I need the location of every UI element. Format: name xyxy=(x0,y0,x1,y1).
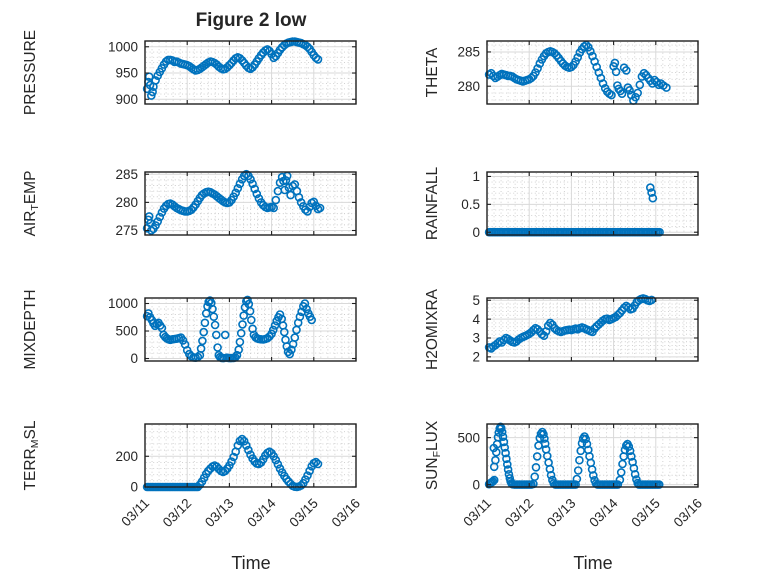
minor-grid xyxy=(488,173,697,234)
figure-title: Figure 2 low xyxy=(195,10,307,31)
scatter-points-SUN_FLUX xyxy=(484,422,664,489)
y-tick-label: 1 xyxy=(472,169,480,184)
subplot-MIXDEPTH: 0 500 1000 MIXDEPTH xyxy=(22,289,357,370)
y-tick-label: 200 xyxy=(115,449,138,464)
y-tick-label: 1000 xyxy=(108,39,138,54)
subplot-H2OMIXRA: 2 3 4 5 H2OMIXRA xyxy=(424,288,699,370)
minor-grid xyxy=(146,42,355,103)
tick-marks xyxy=(486,41,699,104)
plot-background xyxy=(487,172,698,235)
x-tick-label: 03/12 xyxy=(502,496,537,531)
y-axis-label-THETA: THETA xyxy=(424,47,441,97)
scatter-points-THETA xyxy=(484,40,671,105)
axes-box xyxy=(486,423,699,488)
x-tick-label: 03/16 xyxy=(671,496,706,531)
x-tick-label: 03/15 xyxy=(628,496,663,531)
axes-box xyxy=(486,297,699,362)
y-tick-label: 2 xyxy=(472,350,480,365)
tick-marks xyxy=(144,172,357,235)
subplot-PRESSURE: 900 950 1000 PRESSURE xyxy=(22,30,357,115)
y-tick-label: 0 xyxy=(472,225,480,240)
y-axis-label-MIXDEPTH: MIXDEPTH xyxy=(22,289,39,369)
x-tick-label: 03/14 xyxy=(244,495,279,530)
axes-box xyxy=(486,171,699,236)
y-axis-label-RAINFALL: RAINFALL xyxy=(424,167,441,241)
subplot-RAINFALL: 0 0.5 1 RAINFALL xyxy=(424,167,699,241)
y-tick-label: 1000 xyxy=(108,296,138,311)
y-tick-label: 3 xyxy=(472,331,480,346)
x-axis-label-right: Time xyxy=(573,553,613,573)
y-tick-label: 5 xyxy=(472,293,480,308)
y-axis-label-H2OMIXRA: H2OMIXRA xyxy=(424,288,441,370)
y-tick-label: 0 xyxy=(130,480,138,495)
scatter-points-H2OMIXRA xyxy=(484,294,656,353)
subplot-AIR_TEMP: 275 280 285 AIRTEMP xyxy=(22,167,357,238)
scatter-points-PRESSURE xyxy=(142,37,323,100)
tick-marks xyxy=(144,41,357,104)
subplot-TERR_MSL: 0 200 03/11 03/12 03/13 03/14 03/15 03/16 TERRMS… xyxy=(22,420,363,530)
x-tick-label: 03/13 xyxy=(202,496,237,531)
subplot-THETA: 280 285 THETA xyxy=(424,40,699,105)
y-axis-label-SUN_FLUX: SUNFLUX xyxy=(424,420,443,490)
x-tick-label: 03/16 xyxy=(329,496,364,531)
y-tick-label: 280 xyxy=(457,79,480,94)
x-tick-label: 03/12 xyxy=(160,496,195,531)
x-tick-label: 03/15 xyxy=(286,496,321,531)
y-tick-label: 4 xyxy=(472,312,480,327)
y-tick-label: 0 xyxy=(472,477,480,492)
y-tick-label: 950 xyxy=(115,66,138,81)
tick-marks xyxy=(486,298,699,361)
y-axis-label-TERR_MSL: TERRMSL xyxy=(22,420,41,490)
y-axis-label-PRESSURE: PRESSURE xyxy=(22,30,39,115)
y-tick-label: 0 xyxy=(130,351,138,366)
tick-marks xyxy=(486,172,699,235)
minor-grid xyxy=(146,173,355,234)
y-tick-label: 275 xyxy=(115,223,138,238)
y-tick-label: 900 xyxy=(115,92,138,107)
tick-marks xyxy=(144,298,357,361)
x-tick-label: 03/11 xyxy=(460,496,494,530)
tick-marks xyxy=(144,424,357,488)
axes-box xyxy=(486,40,699,105)
x-axis-label-left: Time xyxy=(231,553,271,573)
x-tick-label: 03/14 xyxy=(586,495,621,530)
subplot-SUN_FLUX: 0 500 03/11 03/12 03/13 03/14 03/15 03/16 SUNFLU… xyxy=(424,420,705,530)
y-tick-label: 285 xyxy=(115,167,138,182)
y-tick-label: 0.5 xyxy=(461,197,480,212)
y-tick-label: 500 xyxy=(115,324,138,339)
y-tick-label: 280 xyxy=(115,195,138,210)
x-tick-label: 03/11 xyxy=(118,496,152,530)
axes-box xyxy=(144,171,357,236)
y-tick-label: 285 xyxy=(457,45,480,60)
x-tick-label: 03/13 xyxy=(544,496,579,531)
y-axis-label-AIR_TEMP: AIRTEMP xyxy=(22,171,41,237)
axes-box xyxy=(144,297,357,362)
axes-box xyxy=(144,423,357,488)
tick-marks xyxy=(486,424,699,487)
y-tick-label: 500 xyxy=(457,430,480,445)
